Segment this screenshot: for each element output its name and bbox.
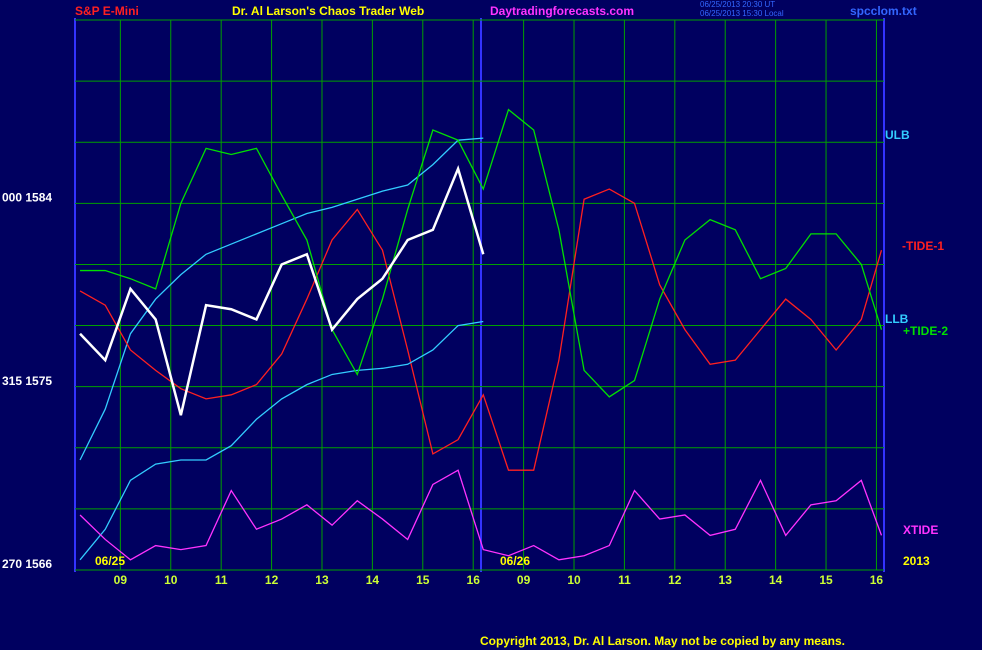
- x-tick-label: 11: [618, 573, 631, 587]
- x-tick-label: 10: [164, 573, 178, 587]
- x-tick-label: 12: [668, 573, 682, 587]
- series-line: [79, 164, 485, 416]
- copyright: Copyright 2013, Dr. Al Larson. May not b…: [480, 634, 845, 648]
- series-line: [79, 469, 883, 561]
- x-tick-label: 13: [719, 573, 733, 587]
- series-line: [79, 320, 484, 561]
- x-tick-label: 12: [265, 573, 279, 587]
- x-tick-label: 14: [366, 573, 380, 587]
- title: Dr. Al Larson's Chaos Trader Web: [232, 4, 424, 18]
- y-tick-label: 000 1584: [2, 191, 52, 205]
- x-tick-label: 16: [870, 573, 884, 587]
- symbol: S&P E-Mini: [75, 4, 139, 18]
- x-tick-label: 09: [114, 573, 128, 587]
- x-tick-label: 13: [315, 573, 329, 587]
- x-tick-label: 11: [215, 573, 228, 587]
- date-label: 06/26: [500, 554, 530, 568]
- y-tick-label: 315 1575: [2, 374, 52, 388]
- date-label: 2013: [903, 554, 930, 568]
- series-label: -TIDE-1: [902, 239, 944, 253]
- x-tick-label: 10: [567, 573, 581, 587]
- series-line: [79, 188, 883, 471]
- x-tick-label: 15: [819, 573, 833, 587]
- x-tick-label: 15: [416, 573, 430, 587]
- series-line: [80, 108, 883, 398]
- x-tick-label: 16: [467, 573, 481, 587]
- time-local: 06/25/2013 15:30 Local: [700, 9, 784, 18]
- x-tick-label: 09: [517, 573, 531, 587]
- y-tick-label: 270 1566: [2, 557, 52, 571]
- x-tick-label: 14: [769, 573, 783, 587]
- series-label: +TIDE-2: [903, 324, 948, 338]
- series-label: ULB: [885, 128, 910, 142]
- date-label: 06/25: [95, 554, 125, 568]
- file-name: spcclom.txt: [850, 4, 917, 18]
- time-ut: 06/25/2013 20:30 UT: [700, 0, 775, 9]
- series-label: LLB: [885, 312, 909, 326]
- series-label: XTIDE: [903, 523, 938, 537]
- site: Daytradingforecasts.com: [490, 4, 634, 18]
